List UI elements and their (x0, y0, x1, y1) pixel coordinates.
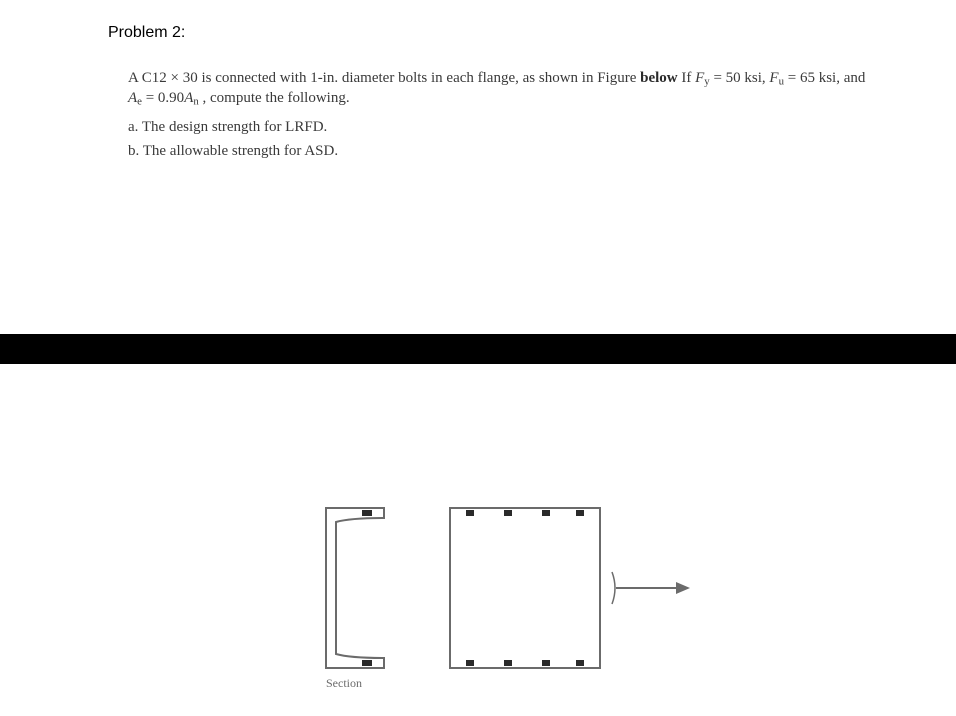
force-arrow (612, 572, 690, 604)
intro-text-3: If (678, 70, 696, 86)
intro-text-7: , compute the following. (199, 90, 350, 106)
figure: Section (320, 504, 720, 704)
figure-svg (320, 504, 720, 704)
item-b: b. The allowable strength for ASD. (128, 141, 868, 161)
elevation-view (450, 508, 600, 668)
intro-bold-below: below (640, 70, 678, 86)
intro-text-4: = 50 ksi, (710, 70, 770, 86)
problem-intro: A C12 × 30 is connected with 1-in. diame… (128, 68, 868, 109)
fy-var: F (695, 70, 704, 86)
divider-bar (0, 334, 956, 364)
problem-items: a. The design strength for LRFD. b. The … (128, 117, 868, 162)
ae-var: A (128, 90, 137, 106)
intro-text-5: = 65 ksi, and (784, 70, 865, 86)
figure-caption: Section (326, 676, 362, 691)
problem-body: A C12 × 30 is connected with 1-in. diame… (128, 68, 868, 165)
channel-section (326, 508, 384, 668)
item-a: a. The design strength for LRFD. (128, 117, 868, 137)
fu-var: F (769, 70, 778, 86)
intro-text-6: = 0.90 (142, 90, 184, 106)
intro-text-1: A C12 × 30 is connected with 1-in. diame… (128, 70, 640, 86)
problem-heading: Problem 2: (108, 24, 185, 42)
an-var: A (184, 90, 193, 106)
page: Problem 2: A C12 × 30 is connected with … (0, 0, 956, 716)
